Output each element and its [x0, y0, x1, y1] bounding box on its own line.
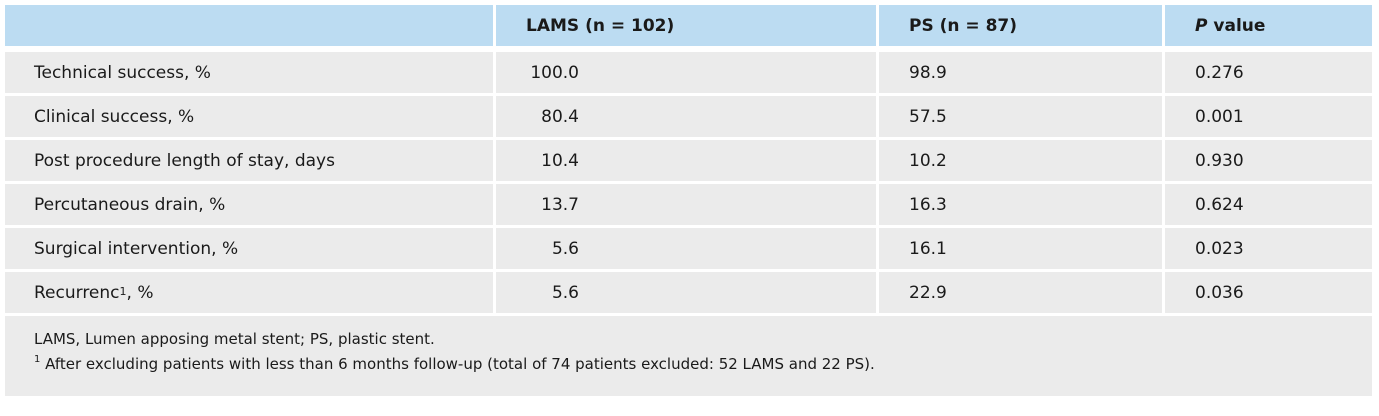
header-lams: LAMS (n = 102)	[496, 5, 879, 46]
results-table: LAMS (n = 102) PS (n = 87) P value Techn…	[5, 5, 1372, 396]
lams-value-text: 10.4	[541, 150, 579, 171]
p-value: 0.023	[1195, 238, 1244, 259]
row-label-text: Technical success, %	[34, 62, 211, 83]
lams-value: 100.0	[496, 52, 879, 93]
row-label-text: Surgical intervention, %	[34, 238, 239, 259]
table-row: Surgical intervention, % 5.6 16.1 0.023	[5, 228, 1372, 272]
row-label-text: Recurrenc	[34, 282, 120, 303]
row-label: Recurrenc 1, %	[5, 272, 496, 313]
lams-value: 5.6	[496, 272, 879, 313]
lams-value: 13.7	[496, 184, 879, 225]
row-label: Technical success, %	[5, 52, 496, 93]
table-footnotes: LAMS, Lumen apposing metal stent; PS, pl…	[5, 316, 1372, 396]
row-label-text: Percutaneous drain, %	[34, 194, 226, 215]
ps-value: 98.9	[879, 52, 1165, 93]
lams-value-text: 80.4	[541, 106, 579, 127]
lams-value-text: 100.0	[530, 62, 579, 83]
ps-value: 57.5	[879, 96, 1165, 137]
row-label-text: Post procedure length of stay, days	[34, 150, 335, 171]
header-p-italic: P	[1195, 15, 1208, 36]
lams-value-text: 13.7	[541, 194, 579, 215]
footnote-1-text: After excluding patients with less than …	[40, 355, 875, 373]
header-p-value: P value	[1165, 5, 1372, 46]
footnote-abbreviations: LAMS, Lumen apposing metal stent; PS, pl…	[34, 330, 435, 348]
footnote-marker: 1	[34, 354, 41, 365]
row-label-suffix: , %	[126, 282, 154, 303]
ps-value: 16.3	[879, 184, 1165, 225]
row-label-superscript: 1	[119, 285, 127, 298]
footnote-1: 1 After excluding patients with less tha…	[34, 350, 1372, 375]
table-row: Post procedure length of stay, days 10.4…	[5, 140, 1372, 184]
p-value: 0.001	[1195, 106, 1244, 127]
p-value: 0.036	[1195, 282, 1244, 303]
table-row: Clinical success, % 80.4 57.5 0.001	[5, 96, 1372, 140]
table-row: Technical success, % 100.0 98.9 0.276	[5, 52, 1372, 96]
lams-value: 5.6	[496, 228, 879, 269]
p-value: 0.624	[1195, 194, 1244, 215]
lams-value-text: 5.6	[551, 238, 579, 259]
ps-value: 16.1	[879, 228, 1165, 269]
p-value: 0.276	[1195, 62, 1244, 83]
lams-value: 10.4	[496, 140, 879, 181]
row-label: Percutaneous drain, %	[5, 184, 496, 225]
ps-value: 22.9	[879, 272, 1165, 313]
ps-value: 10.2	[879, 140, 1165, 181]
row-label: Surgical intervention, %	[5, 228, 496, 269]
header-cell-empty	[5, 5, 496, 46]
lams-value-text: 5.6	[551, 282, 579, 303]
lams-value: 80.4	[496, 96, 879, 137]
header-ps: PS (n = 87)	[879, 5, 1165, 46]
table-row: Recurrenc 1, % 5.6 22.9 0.036	[5, 272, 1372, 316]
p-value: 0.930	[1195, 150, 1244, 171]
row-label: Post procedure length of stay, days	[5, 140, 496, 181]
row-label: Clinical success, %	[5, 96, 496, 137]
header-p-rest: value	[1207, 15, 1266, 36]
table-row: Percutaneous drain, % 13.7 16.3 0.624	[5, 184, 1372, 228]
row-label-text: Clinical success, %	[34, 106, 195, 127]
table-header-row: LAMS (n = 102) PS (n = 87) P value	[5, 5, 1372, 52]
